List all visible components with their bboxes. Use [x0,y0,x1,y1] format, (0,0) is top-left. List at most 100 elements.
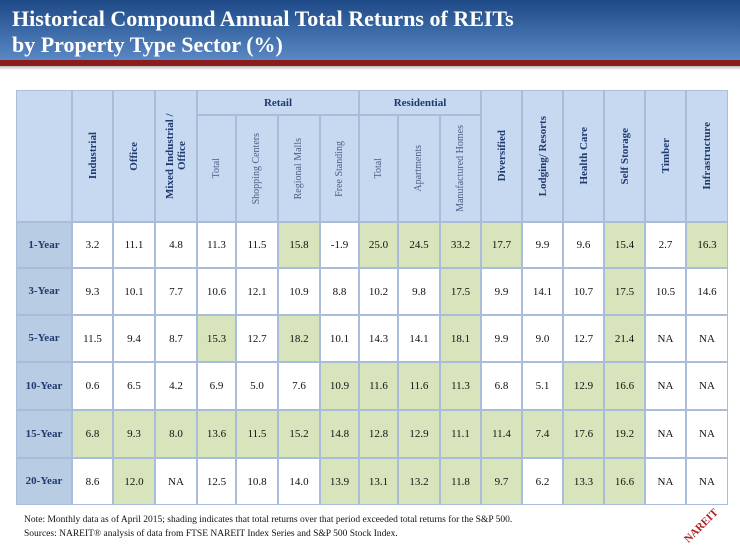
cell-value: 13.1 [368,475,389,488]
cell-value: 11.5 [247,428,267,440]
cell-value: 11.1 [451,428,470,440]
data-cell: 11.1 [113,222,155,268]
data-cell: 10.9 [320,362,359,410]
cell-value: 7.4 [535,428,550,440]
column-header: Lodging/ Resorts [522,90,563,222]
column-header: Health Care [563,90,604,222]
data-cell: 8.0 [155,410,197,458]
column-label: Industrial [86,132,99,180]
data-cell: 9.9 [522,222,563,268]
row-label-text: 5-Year [28,332,60,344]
data-cell: 9.6 [563,222,604,268]
data-cell: 9.7 [481,458,522,505]
data-cell: 11.8 [440,458,481,505]
cell-value: 15.4 [614,239,635,251]
cell-value: 10.6 [206,285,227,298]
data-cell: 13.6 [197,410,236,458]
cell-value: 9.9 [494,285,509,298]
data-cell: 24.5 [398,222,440,268]
cell-value: NA [657,332,674,345]
cell-value: 16.6 [614,475,635,488]
data-cell: 8.7 [155,315,197,362]
data-cell: 12.0 [113,458,155,505]
cell-value: 14.0 [289,475,309,488]
row-label: 20-Year [16,458,72,505]
cell-value: 13.3 [573,475,594,488]
data-cell: 0.6 [72,362,113,410]
cell-value: 6.8 [494,380,509,392]
header-band [0,0,740,60]
cell-value: 8.6 [85,475,100,488]
column-label: Total [372,158,384,179]
column-header: Regional Malls [278,115,320,222]
data-cell: NA [645,362,686,410]
cell-value: NA [168,475,184,488]
data-cell: 9.8 [398,268,440,315]
cell-value: NA [657,380,674,392]
cell-value: 18.2 [289,332,309,345]
accent-bar [0,60,740,66]
row-label: 5-Year [16,315,72,362]
data-cell: 9.4 [113,315,155,362]
cell-value: 15.2 [289,428,309,440]
column-label: Apartments [413,145,424,192]
cell-value: NA [699,332,715,345]
cell-value: 10.9 [289,285,309,298]
data-cell: 13.2 [398,458,440,505]
cell-value: 17.7 [491,239,512,251]
cell-value: 0.6 [85,380,100,392]
column-header: Office [113,90,155,222]
cell-value: 19.2 [614,428,635,440]
cell-value: 11.1 [124,239,144,251]
row-label: 15-Year [16,410,72,458]
cell-value: 4.2 [169,380,183,392]
cell-value: 5.0 [250,380,264,392]
cell-value: 12.8 [368,428,389,440]
cell-value: 15.3 [206,332,227,345]
data-cell: NA [155,458,197,505]
data-cell: 13.3 [563,458,604,505]
column-header: Free Standing [320,115,359,222]
title-line: Historical Compound Annual Total Returns… [12,6,514,31]
cell-value: 14.8 [329,428,350,440]
cell-value: -1.9 [330,239,349,251]
cell-value: 14.1 [409,332,429,345]
data-cell: 18.2 [278,315,320,362]
data-cell: 11.6 [359,362,398,410]
column-header: Apartments [398,115,440,222]
data-cell: 12.9 [563,362,604,410]
data-cell: 16.6 [604,362,645,410]
cell-value: 12.7 [573,332,594,345]
column-label: Shopping Centers [251,132,262,205]
cell-value: 11.4 [492,428,511,440]
data-cell: 2.7 [645,222,686,268]
data-cell: 4.8 [155,222,197,268]
cell-value: 14.1 [532,285,553,298]
cell-value: 15.8 [289,239,309,251]
cell-value: 17.5 [614,285,635,298]
cell-value: 9.4 [127,332,141,345]
cell-value: 11.6 [409,380,429,392]
cell-value: 6.8 [85,428,100,440]
data-cell: 14.1 [398,315,440,362]
group-header: Retail [197,90,359,115]
column-label: Regional Malls [293,137,304,200]
cell-value: 17.6 [573,428,594,440]
row-label-text: 20-Year [25,475,63,487]
cell-value: NA [657,475,674,488]
cell-value: 13.2 [409,475,429,488]
cell-value: 33.2 [450,239,471,251]
logo: NAREIT [682,506,721,546]
cell-value: 10.9 [329,380,350,392]
data-cell: 10.2 [359,268,398,315]
cell-value: 13.9 [329,475,350,488]
data-cell: NA [686,315,728,362]
row-label: 3-Year [16,268,72,315]
cell-value: 24.5 [409,239,429,251]
cell-value: 12.5 [206,475,227,488]
data-cell: 19.2 [604,410,645,458]
row-label-text: 15-Year [25,427,63,440]
data-cell: 13.1 [359,458,398,505]
column-header: Self Storage [604,90,645,222]
